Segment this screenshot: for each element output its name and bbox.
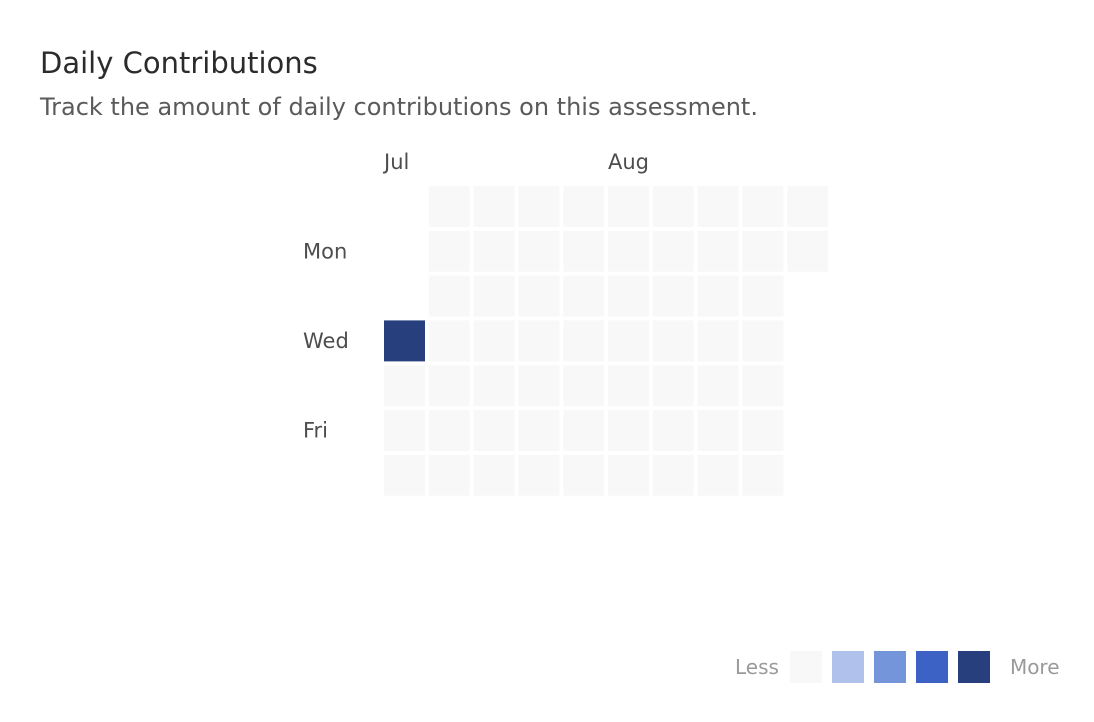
weekday-label: Fri	[303, 419, 328, 443]
heatmap-cell	[742, 365, 784, 407]
heatmap-cell	[473, 320, 515, 362]
heatmap-cell	[742, 186, 784, 227]
heatmap-cell	[697, 275, 739, 317]
heatmap-cell	[473, 186, 515, 227]
heatmap-cell	[608, 454, 649, 496]
heatmap-cell	[384, 365, 425, 407]
heatmap-cell	[518, 230, 560, 272]
heatmap-cell	[652, 320, 694, 362]
heatmap-cell	[563, 410, 605, 451]
heatmap-cell	[518, 365, 560, 407]
heatmap-cell	[428, 410, 470, 451]
legend-more-label: More	[1009, 655, 1060, 679]
heatmap-cell	[473, 230, 515, 272]
heatmap-cell	[697, 365, 739, 407]
heatmap-cell	[652, 186, 694, 227]
heatmap-cell	[384, 320, 425, 362]
heatmap-cell	[608, 186, 649, 227]
heatmap-cell	[697, 320, 739, 362]
month-label: Aug	[608, 150, 649, 174]
heatmap-cell	[742, 320, 784, 362]
heatmap-cell	[608, 320, 649, 362]
heatmap-cell	[652, 275, 694, 317]
legend-less-label: Less	[735, 655, 779, 679]
heatmap-cell	[787, 230, 829, 272]
legend-swatch-level-1	[831, 651, 864, 683]
heatmap-cell	[652, 365, 694, 407]
heatmap-cell	[473, 365, 515, 407]
heatmap-cell	[697, 410, 739, 451]
heatmap-cell	[697, 454, 739, 496]
heatmap-legend: Less More	[735, 650, 1060, 684]
heatmap-cell	[428, 186, 470, 227]
heatmap-cell	[563, 186, 605, 227]
heatmap-cell	[563, 275, 605, 317]
heatmap-cell	[473, 454, 515, 496]
chart-subtitle: Track the amount of daily contributions …	[40, 93, 758, 121]
month-label: Jul	[382, 150, 409, 174]
legend-swatch-level-2	[873, 651, 906, 683]
heatmap-cell	[428, 275, 470, 317]
heatmap-cell	[742, 410, 784, 451]
heatmap-cell	[518, 454, 560, 496]
heatmap-cell	[608, 230, 649, 272]
heatmap-cell	[384, 410, 425, 451]
heatmap-cell	[608, 275, 649, 317]
heatmap-cell	[518, 186, 560, 227]
heatmap-cell	[428, 320, 470, 362]
heatmap-cell	[518, 320, 560, 362]
heatmap-cell	[697, 230, 739, 272]
legend-swatch-level-3	[915, 651, 948, 683]
heatmap-cell	[652, 454, 694, 496]
heatmap-cell	[518, 410, 560, 451]
chart-title: Daily Contributions	[40, 46, 318, 80]
legend-swatch-level-4	[957, 651, 990, 683]
heatmap-cell	[473, 275, 515, 317]
heatmap-cell	[428, 454, 470, 496]
heatmap-cell	[563, 230, 605, 272]
heatmap-cell	[608, 410, 649, 451]
weekday-label: Wed	[303, 329, 349, 353]
heatmap-cell	[697, 186, 739, 227]
heatmap-cell	[428, 365, 470, 407]
heatmap-cell	[563, 320, 605, 362]
heatmap-cell	[563, 454, 605, 496]
heatmap-cell	[518, 275, 560, 317]
heatmap-cell	[384, 454, 425, 496]
heatmap-cell	[473, 410, 515, 451]
heatmap-cell	[652, 230, 694, 272]
heatmap-cell	[742, 230, 784, 272]
heatmap-cell	[652, 410, 694, 451]
heatmap-cell	[608, 365, 649, 407]
weekday-label: Mon	[303, 239, 347, 263]
heatmap-cell	[787, 186, 829, 227]
heatmap-cell	[428, 230, 470, 272]
heatmap-cell	[742, 275, 784, 317]
legend-swatch-level-0	[789, 651, 822, 683]
heatmap-cell	[742, 454, 784, 496]
heatmap-cell	[563, 365, 605, 407]
